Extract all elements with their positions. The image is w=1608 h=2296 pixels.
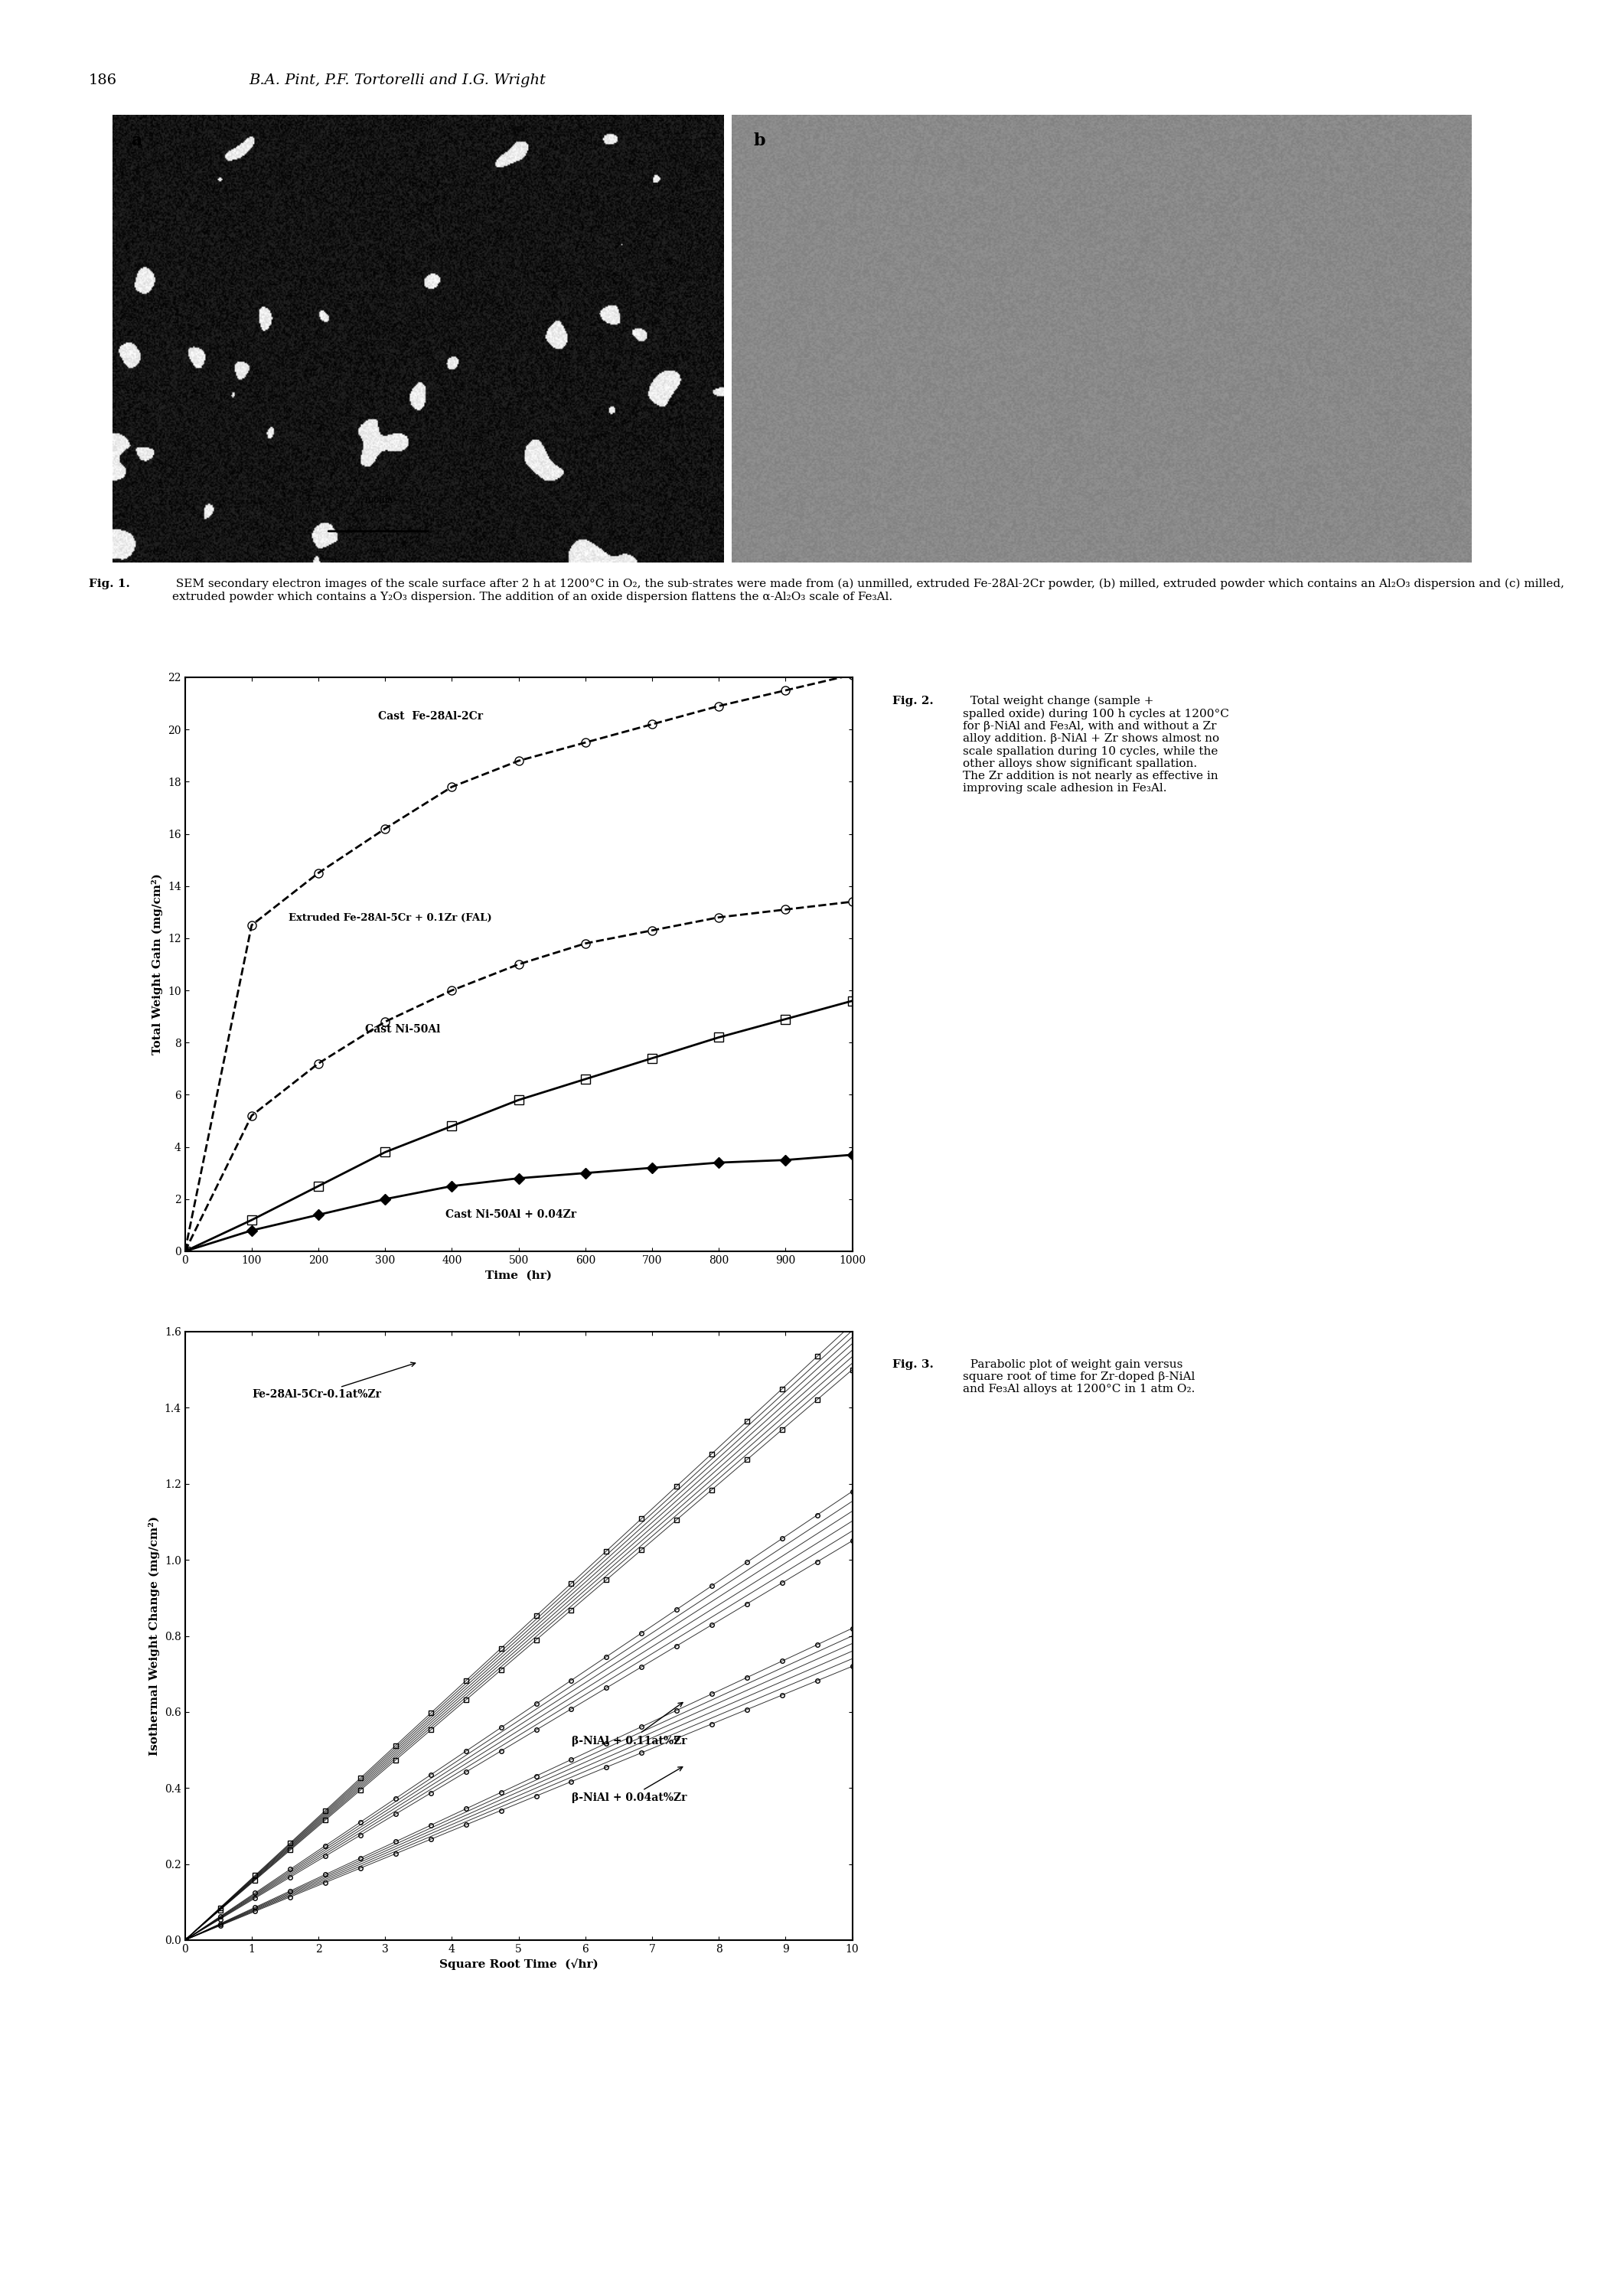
Text: Extruded Fe-28Al-5Cr + 0.1Zr (FAL): Extruded Fe-28Al-5Cr + 0.1Zr (FAL) [288,912,492,923]
X-axis label: Square Root Time  (√hr): Square Root Time (√hr) [439,1958,598,1970]
Text: Fig. 1.: Fig. 1. [88,579,130,590]
Text: SEM secondary electron images of the scale surface after 2 h at 1200°C in O₂, th: SEM secondary electron images of the sca… [172,579,1565,602]
Y-axis label: Isothermal Weight Change (mg/cm²): Isothermal Weight Change (mg/cm²) [148,1515,161,1756]
Text: Fe-28Al-5Cr-0.1at%Zr: Fe-28Al-5Cr-0.1at%Zr [251,1362,415,1401]
X-axis label: Time  (hr): Time (hr) [486,1270,552,1281]
Y-axis label: Total Weight Gain (mg/cm²): Total Weight Gain (mg/cm²) [151,875,164,1054]
Text: Cast Ni-50Al: Cast Ni-50Al [365,1024,441,1035]
Text: Cast Ni-50Al + 0.04Zr: Cast Ni-50Al + 0.04Zr [445,1210,576,1219]
Text: β-NiAl + 0.11at%Zr: β-NiAl + 0.11at%Zr [572,1701,687,1747]
Text: 100μm: 100μm [363,496,394,505]
Text: Parabolic plot of weight gain versus
square root of time for Zr-doped β-NiAl
and: Parabolic plot of weight gain versus squ… [963,1359,1195,1394]
Text: Fig. 3.: Fig. 3. [892,1359,934,1371]
Text: Cast  Fe-28Al-2Cr: Cast Fe-28Al-2Cr [378,712,484,721]
Text: Fig. 2.: Fig. 2. [892,696,934,707]
Text: Total weight change (sample +
spalled oxide) during 100 h cycles at 1200°C
for β: Total weight change (sample + spalled ox… [963,696,1230,794]
Text: 186: 186 [88,73,117,87]
Text: β-NiAl + 0.04at%Zr: β-NiAl + 0.04at%Zr [572,1768,687,1802]
Text: b: b [754,133,765,149]
Text: a: a [130,133,142,149]
Text: B.A. Pint, P.F. Tortorelli and I.G. Wright: B.A. Pint, P.F. Tortorelli and I.G. Wrig… [249,73,547,87]
